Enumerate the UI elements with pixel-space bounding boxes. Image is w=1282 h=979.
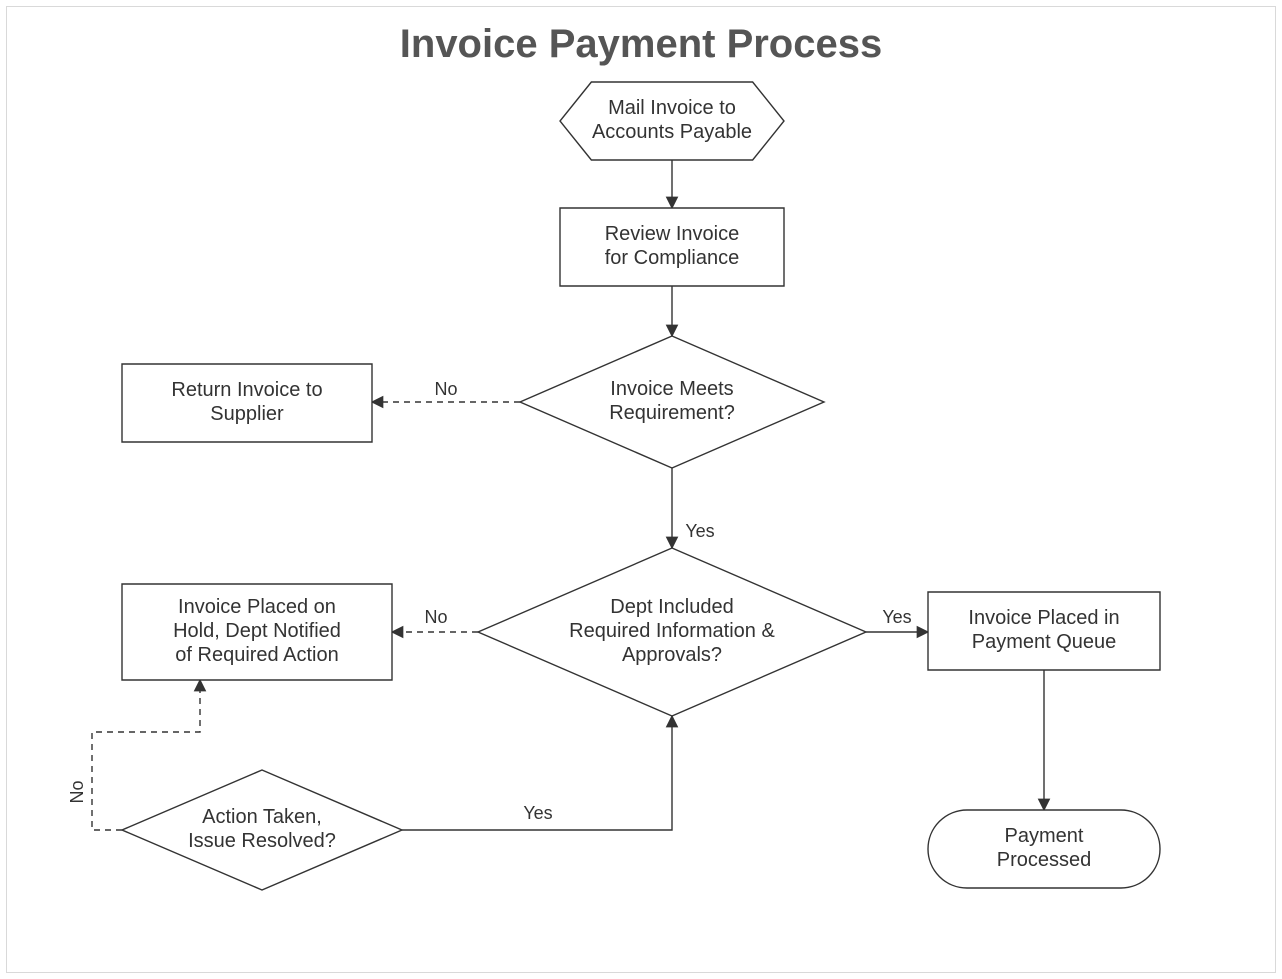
flowchart-svg: NoYesNoYesYesNoMail Invoice toAccounts P… — [0, 0, 1282, 979]
edge-label-yes: Yes — [523, 803, 552, 823]
edge-label-yes: Yes — [882, 607, 911, 627]
node-label-hold: Invoice Placed onHold, Dept Notifiedof R… — [173, 596, 341, 666]
edge-label-no: No — [67, 780, 87, 803]
edge-label-no: No — [434, 379, 457, 399]
edge-label-yes: Yes — [685, 521, 714, 541]
edge-label-no: No — [424, 607, 447, 627]
diagram-canvas: Invoice Payment Process NoYesNoYesYesNoM… — [0, 0, 1282, 979]
